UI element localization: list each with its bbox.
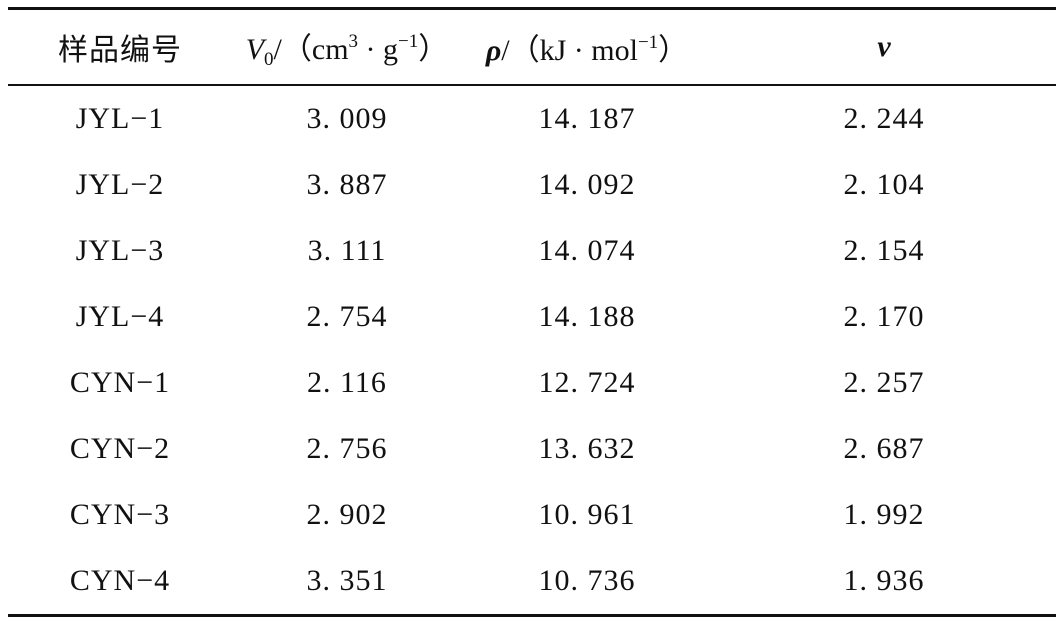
header-rho-exponent: −1 [637, 32, 659, 53]
cell-v0: 2. 754 [306, 300, 388, 333]
table-row: CYN−2 2. 756 13. 632 2. 687 [8, 416, 1056, 482]
header-v0-subscript: 0 [264, 48, 274, 70]
cell-v0: 2. 902 [306, 498, 388, 531]
table-row: JYL−4 2. 754 14. 188 2. 170 [8, 284, 1056, 350]
header-v0-unit-prefix: /（cm [273, 32, 349, 66]
table-row: CYN−1 2. 116 12. 724 2. 257 [8, 350, 1056, 416]
header-nu: ν [712, 9, 1056, 86]
table-body: JYL−1 3. 009 14. 187 2. 244 JYL−2 3. 887… [8, 85, 1056, 616]
cell-sample: CYN−2 [69, 432, 171, 465]
cell-v0: 3. 887 [306, 168, 388, 201]
header-v0-exponent-1: 3 [348, 30, 359, 52]
cell-nu: 1. 992 [843, 498, 925, 531]
cell-sample: JYL−4 [75, 300, 165, 333]
table-row: JYL−3 3. 111 14. 074 2. 154 [8, 218, 1056, 284]
cell-v0: 3. 351 [306, 564, 388, 597]
data-table: 样品编号 V0/（cm3 · g−1） ρ/（kJ · mol−1） ν JYL… [8, 7, 1056, 617]
cell-rho: 10. 961 [538, 498, 636, 531]
table-row: JYL−1 3. 009 14. 187 2. 244 [8, 85, 1056, 152]
cell-nu: 2. 104 [843, 168, 925, 201]
table-row: JYL−2 3. 887 14. 092 2. 104 [8, 152, 1056, 218]
header-rho-symbol: ρ [485, 34, 502, 67]
table-row: CYN−3 2. 902 10. 961 1. 992 [8, 482, 1056, 548]
header-nu-symbol: ν [877, 30, 891, 63]
cell-rho: 13. 632 [538, 432, 636, 465]
cell-nu: 2. 170 [843, 300, 925, 333]
header-v0: V0/（cm3 · g−1） [232, 9, 462, 86]
cell-rho: 14. 092 [538, 168, 636, 201]
header-v0-close: ） [418, 32, 449, 66]
header-sample-id: 样品编号 [8, 9, 232, 86]
cell-v0: 3. 111 [307, 234, 387, 267]
cell-sample: CYN−4 [69, 564, 171, 597]
header-v0-exponent-2: −1 [398, 30, 419, 52]
cell-v0: 2. 756 [306, 432, 388, 465]
cell-rho: 12. 724 [538, 366, 636, 399]
header-v0-symbol: V [245, 32, 265, 66]
header-sample-id-label: 样品编号 [58, 33, 182, 68]
cell-sample: CYN−1 [69, 366, 171, 399]
cell-nu: 2. 257 [843, 366, 925, 399]
cell-rho: 14. 074 [538, 234, 636, 267]
header-rho: ρ/（kJ · mol−1） [462, 9, 712, 86]
cell-sample: JYL−1 [75, 102, 165, 135]
cell-sample: CYN−3 [69, 498, 171, 531]
cell-rho: 10. 736 [538, 564, 636, 597]
cell-rho: 14. 187 [538, 102, 636, 135]
header-v0-unit-mid: · g [358, 32, 399, 66]
cell-nu: 2. 687 [843, 432, 925, 465]
table-header: 样品编号 V0/（cm3 · g−1） ρ/（kJ · mol−1） ν [8, 8, 1056, 86]
header-row: 样品编号 V0/（cm3 · g−1） ρ/（kJ · mol−1） ν [8, 8, 1056, 86]
cell-sample: JYL−2 [75, 168, 165, 201]
table-row: CYN−4 3. 351 10. 736 1. 936 [8, 548, 1056, 616]
data-table-container: 样品编号 V0/（cm3 · g−1） ρ/（kJ · mol−1） ν JYL… [8, 7, 1056, 617]
cell-rho: 14. 188 [538, 300, 636, 333]
cell-sample: JYL−3 [75, 234, 165, 267]
header-rho-close: ） [658, 34, 689, 67]
header-rho-unit-prefix: /（kJ · mol [501, 34, 638, 67]
cell-v0: 3. 009 [306, 102, 388, 135]
cell-nu: 1. 936 [843, 564, 925, 597]
cell-nu: 2. 244 [843, 102, 925, 135]
cell-nu: 2. 154 [843, 234, 925, 267]
cell-v0: 2. 116 [307, 366, 387, 399]
